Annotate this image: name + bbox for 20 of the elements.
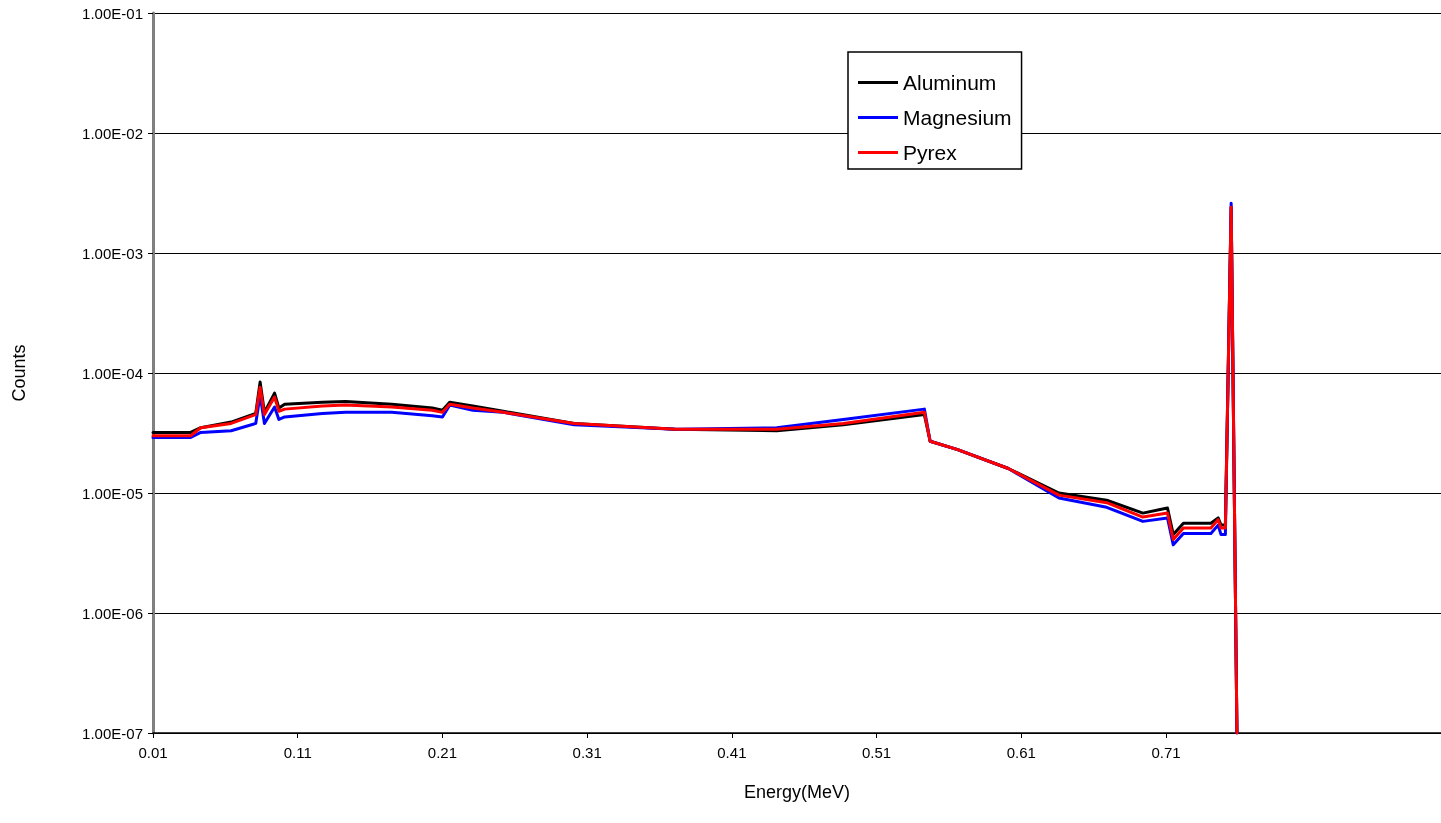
y-tick-label: 1.00E-01 bbox=[82, 4, 143, 22]
x-tick-label: 0.41 bbox=[717, 744, 747, 761]
y-tick-label: 1.00E-06 bbox=[82, 604, 143, 622]
y-tick-label: 1.00E-02 bbox=[82, 124, 143, 142]
x-tick-label: 0.61 bbox=[1006, 744, 1036, 761]
legend-label: Magnesium bbox=[903, 106, 1012, 129]
x-tick-label: 0.11 bbox=[283, 744, 312, 761]
x-axis-title: Energy(MeV) bbox=[743, 782, 851, 802]
y-tick-label: 1.00E-07 bbox=[82, 724, 143, 742]
y-tick-label: 1.00E-04 bbox=[82, 364, 143, 382]
x-tick-label: 0.71 bbox=[1151, 744, 1181, 761]
y-tick-label: 1.00E-03 bbox=[82, 244, 143, 262]
x-tick-label: 0.01 bbox=[138, 744, 168, 761]
legend-label: Aluminum bbox=[903, 71, 997, 94]
x-tick-label: 0.21 bbox=[427, 744, 458, 761]
y-axis-title: Counts bbox=[9, 344, 29, 402]
x-tick-label: 0.31 bbox=[572, 744, 602, 761]
y-tick-label: 1.00E-05 bbox=[82, 484, 143, 502]
x-tick-label: 0.51 bbox=[861, 744, 892, 761]
legend-label: Pyrex bbox=[903, 141, 958, 164]
